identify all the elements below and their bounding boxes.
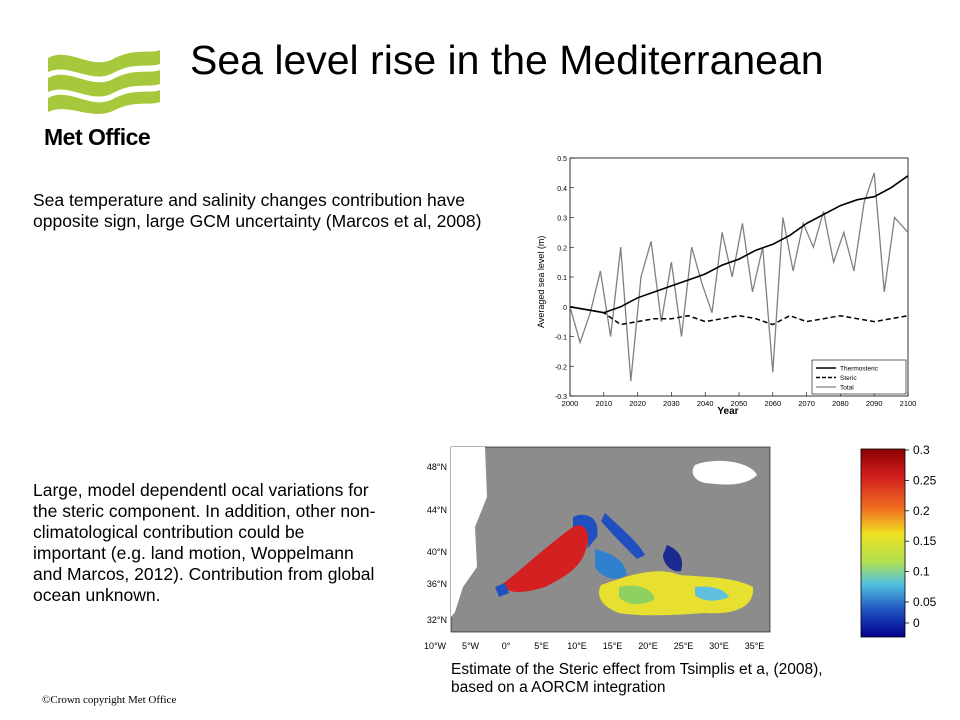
y-axis-ticks: 0.5 0.4 0.3 0.2 0.1 0 -0.1 -0.2 -0.3 — [555, 156, 574, 401]
eastern-med-green — [619, 585, 655, 605]
y-tick-label: -0.1 — [555, 335, 567, 342]
western-med-blue — [573, 514, 598, 549]
x-axis-ticks: 2000 2010 2020 2030 2040 2050 2060 2070 2080 2090… — [562, 392, 917, 408]
y-tick-label: 0.1 — [557, 275, 567, 282]
sea-level-chart: 0.5 0.4 0.3 0.2 0.1 0 -0.1 -0.2 -0.3 2000 2010 202… — [536, 156, 917, 417]
longitude-label: 10°E — [567, 641, 587, 651]
y-axis-label: Averaged sea level (m) — [536, 236, 546, 328]
latitude-label: 36°N — [427, 579, 447, 589]
y-tick-label: 0.5 — [557, 156, 567, 163]
series-group — [569, 172, 909, 382]
mediterranean-steric-map: 48°N 44°N 40°N 36°N 32°N 10°W 5°W 0° 5°E 10°E 15°… — [405, 437, 780, 655]
copyright-footer: ©Crown copyright Met Office — [42, 694, 177, 706]
x-tick-label: 2000 — [562, 399, 579, 408]
eastern-med-yellow — [599, 571, 754, 616]
slide-title: Sea level rise in the Mediterranean — [190, 37, 824, 83]
tyrrhenian — [595, 549, 627, 579]
series-line-thermosteric — [569, 175, 909, 314]
longitude-label: 25°E — [674, 641, 694, 651]
x-tick-label: 2060 — [764, 399, 781, 408]
longitude-label: 5°W — [462, 641, 480, 651]
x-tick-label: 2050 — [731, 399, 748, 408]
logo-text: Met Office — [44, 124, 151, 150]
atlantic-ocean — [451, 447, 487, 617]
bullet-text-2: Large, model dependentl ocal variations … — [33, 480, 376, 605]
map-caption: Estimate of the Steric effect from Tsimp… — [451, 661, 823, 696]
y-tick-label: -0.3 — [555, 394, 567, 401]
plot-frame — [569, 157, 909, 397]
western-med-red — [501, 523, 590, 592]
longitude-label: 10°W — [424, 641, 447, 651]
x-tick-label: 2090 — [866, 399, 883, 408]
colorbar-tick-label: 0.05 — [913, 595, 937, 609]
x-tick-label: 2030 — [663, 399, 680, 408]
colorbar-tick-label: 0.1 — [913, 565, 930, 579]
bullet-text-1: Sea temperature and salinity changes con… — [33, 190, 482, 231]
longitude-label: 20°E — [638, 641, 658, 651]
alboran-blue — [495, 583, 509, 597]
colorbar-tick-label: 0.25 — [913, 473, 937, 487]
x-tick-label: 2070 — [798, 399, 815, 408]
x-tick-label: 2080 — [832, 399, 849, 408]
colorbar-tick-label: 0.15 — [913, 534, 937, 548]
longitude-label: 15°E — [603, 641, 623, 651]
colorbar-tick-label: 0 — [913, 616, 920, 630]
y-tick-label: 0 — [563, 305, 567, 312]
latitude-label: 32°N — [427, 615, 447, 625]
colorbar: 0.3 0.25 0.2 0.15 0.1 0.05 0 — [860, 443, 937, 638]
black-sea — [692, 460, 757, 485]
colorbar-ticks: 0.3 0.25 0.2 0.15 0.1 0.05 0 — [905, 443, 937, 630]
latitude-label: 48°N — [427, 462, 447, 472]
series-line-total — [569, 172, 909, 382]
latitude-label: 40°N — [427, 547, 447, 557]
x-tick-label: 2010 — [595, 399, 612, 408]
aegean — [663, 545, 683, 572]
longitude-label: 30°E — [709, 641, 729, 651]
x-tick-label: 2100 — [900, 399, 917, 408]
colorbar-tick-label: 0.3 — [913, 443, 930, 457]
legend-label: Steric — [840, 375, 857, 382]
x-tick-label: 2040 — [697, 399, 714, 408]
longitude-labels: 10°W 5°W 0° 5°E 10°E 15°E 20°E 25°E 30°E 35°E — [424, 641, 764, 651]
legend-label: Total — [840, 385, 854, 392]
adriatic — [601, 513, 645, 559]
legend: Thermosteric Steric Total — [811, 359, 907, 395]
longitude-label: 35°E — [745, 641, 765, 651]
latitude-labels: 48°N 44°N 40°N 36°N 32°N — [427, 462, 447, 625]
legend-label: Thermosteric — [840, 366, 879, 373]
colorbar-tick-label: 0.2 — [913, 504, 930, 518]
eastern-med-cyan — [695, 586, 729, 601]
y-tick-label: -0.2 — [555, 364, 567, 371]
longitude-label: 5°E — [534, 641, 549, 651]
colorbar-gradient — [860, 448, 906, 638]
y-tick-label: 0.3 — [557, 216, 567, 223]
x-axis-label: Year — [717, 406, 738, 417]
series-line-steric — [569, 306, 909, 326]
latitude-label: 44°N — [427, 505, 447, 515]
met-office-logo-icon — [48, 50, 160, 114]
y-tick-label: 0.4 — [557, 186, 567, 193]
x-tick-label: 2020 — [629, 399, 646, 408]
longitude-label: 0° — [502, 641, 511, 651]
y-tick-label: 0.2 — [557, 245, 567, 252]
